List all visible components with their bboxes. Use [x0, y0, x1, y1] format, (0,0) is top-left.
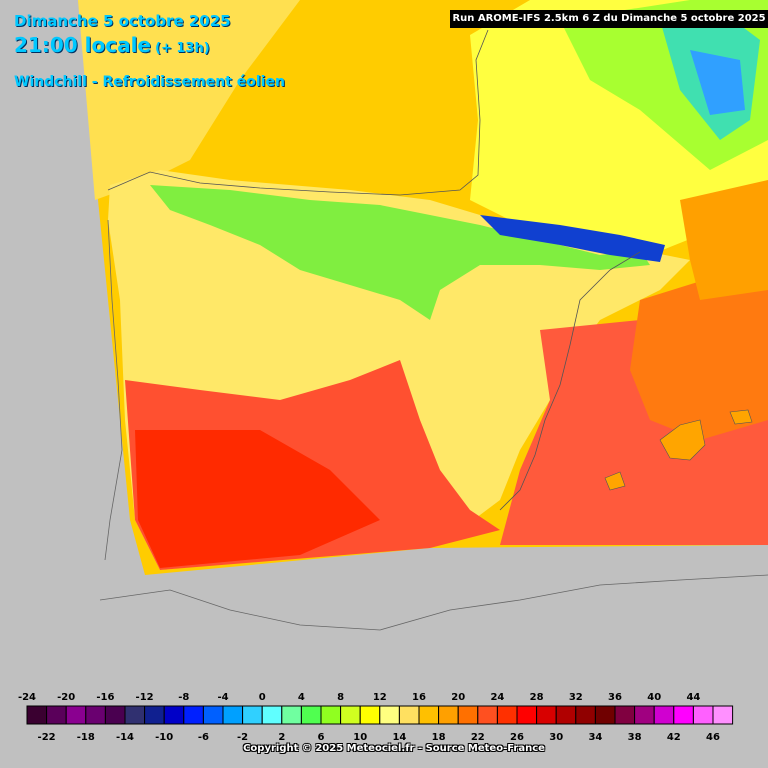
legend-swatch	[222, 705, 244, 725]
coastline-north	[107, 29, 489, 196]
legend-swatch	[379, 705, 400, 725]
legend-swatch	[536, 705, 557, 725]
legend-swatch	[359, 705, 381, 725]
legend-tick-label: -20	[57, 692, 75, 703]
legend-tick-label: 20	[451, 692, 465, 703]
legend-swatch	[300, 705, 322, 725]
forecast-time: 21:00 locale (+ 13h)	[14, 33, 210, 57]
balearic-ibiza	[604, 471, 626, 491]
copyright-text: Copyright © 2025 Meteociel.fr - Source M…	[243, 743, 545, 754]
legend-swatch	[398, 705, 420, 725]
legend-swatch	[340, 705, 361, 725]
gulf-of-lion	[680, 180, 768, 300]
legend-tick-label: 2	[278, 732, 285, 743]
south-hot	[135, 430, 380, 568]
legend-swatch	[477, 705, 498, 725]
forecast-time-value: 21:00 locale	[14, 33, 151, 57]
model-run-banner: Run AROME-IFS 2.5km 6 Z du Dimanche 5 oc…	[450, 10, 768, 28]
legend-tick-label: 36	[608, 692, 622, 703]
legend-tick-label: 42	[667, 732, 681, 743]
legend-tick-label: -16	[96, 692, 114, 703]
pyrenees-band	[480, 215, 665, 262]
forecast-date: Dimanche 5 octobre 2025	[14, 12, 231, 30]
legend-swatch	[692, 705, 714, 725]
legend-tick-label: -14	[116, 732, 134, 743]
legend-tick-label: 40	[647, 692, 661, 703]
legend-tick-label: 16	[412, 692, 426, 703]
legend-swatch	[281, 705, 302, 725]
legend-swatch	[104, 705, 126, 725]
legend-tick-label: -2	[237, 732, 248, 743]
atlantic-band	[78, 0, 300, 200]
legend-tick-label: 10	[353, 732, 367, 743]
legend-tick-label: 14	[392, 732, 406, 743]
legend-swatch	[496, 705, 518, 725]
legend-tick-label: 6	[318, 732, 325, 743]
legend-swatch	[516, 705, 538, 725]
portugal-coast	[104, 219, 123, 561]
legend-tick-label: -22	[38, 732, 56, 743]
legend-tick-label: -18	[77, 732, 95, 743]
legend-swatch	[418, 705, 440, 725]
legend-tick-label: -4	[217, 692, 228, 703]
legend-tick-label: 28	[530, 692, 544, 703]
legend-tick-label: 8	[337, 692, 344, 703]
legend-swatch	[144, 705, 165, 725]
coastline-east	[499, 251, 641, 511]
legend-swatch	[555, 705, 577, 725]
legend-tick-label: -8	[178, 692, 189, 703]
legend-tick-label: 30	[549, 732, 563, 743]
legend-swatch	[202, 705, 224, 725]
legend-tick-label: -10	[155, 732, 173, 743]
legend-swatch	[712, 705, 734, 725]
alps-cold	[690, 50, 745, 115]
legend-swatch	[653, 705, 675, 725]
legend-swatch	[46, 705, 67, 725]
legend-swatch	[594, 705, 616, 725]
legend-tick-label: 26	[510, 732, 524, 743]
north-africa-coast	[99, 574, 768, 631]
legend-tick-label: 44	[686, 692, 700, 703]
legend-tick-label: -24	[18, 692, 36, 703]
legend-tick-label: 38	[628, 732, 642, 743]
legend-swatch	[457, 705, 479, 725]
legend-swatch	[163, 705, 185, 725]
legend-tick-label: 32	[569, 692, 583, 703]
legend-swatch	[124, 705, 146, 725]
legend-swatch	[183, 705, 204, 725]
legend-tick-label: 24	[490, 692, 504, 703]
cantabrian-green	[150, 185, 650, 320]
legend-swatch	[85, 705, 106, 725]
legend-tick-label: 34	[588, 732, 602, 743]
color-scale-legend: -24 -20 -16 -12 -8 -4 0 4 8 12 16 20 24 28 32 36 40 44-22…	[18, 692, 734, 743]
legend-tick-label: -6	[198, 732, 209, 743]
legend-tick-label: 0	[259, 692, 266, 703]
lead-time: (+ 13h)	[155, 41, 210, 56]
legend-swatch	[320, 705, 342, 725]
legend-tick-label: -12	[136, 692, 154, 703]
legend-swatch	[438, 705, 459, 725]
balearic-menorca	[729, 409, 753, 425]
legend-tick-label: 46	[706, 732, 720, 743]
legend-swatch	[673, 705, 694, 725]
legend-tick-label: 4	[298, 692, 305, 703]
legend-swatch	[575, 705, 596, 725]
legend-swatch	[634, 705, 655, 725]
mediterranean-east	[630, 260, 768, 440]
legend-swatch	[242, 705, 263, 725]
legend-tick-label: 12	[373, 692, 387, 703]
parameter-title: Windchill - Refroidissement éolien	[14, 74, 285, 90]
legend-swatch	[614, 705, 636, 725]
legend-swatch	[261, 705, 283, 725]
legend-swatch	[65, 705, 87, 725]
balearic-mallorca	[659, 419, 706, 461]
legend-tick-label: 18	[432, 732, 446, 743]
legend-tick-label: 22	[471, 732, 485, 743]
legend-swatch	[26, 705, 48, 725]
